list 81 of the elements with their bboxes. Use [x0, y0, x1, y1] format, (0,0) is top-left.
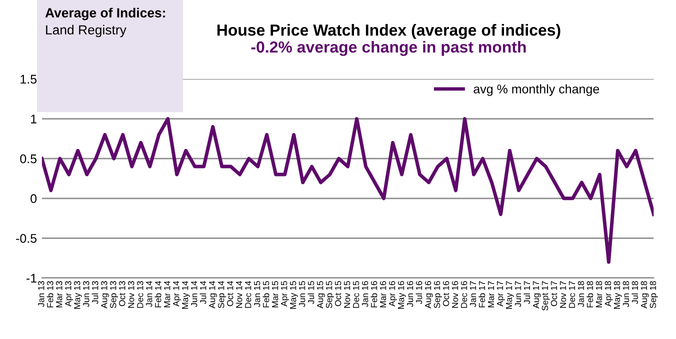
x-tick-label: Mar 18: [596, 281, 602, 308]
x-tick-label: Oct 14: [226, 281, 234, 306]
x-tick-label: Aug 17: [532, 281, 541, 308]
x-tick-label: Dec 15: [353, 281, 360, 308]
x-tick-label: Aug 13: [101, 281, 109, 308]
x-tick-label: Apr 14: [173, 281, 181, 307]
x-tick-label: Apr 16: [388, 281, 397, 307]
x-tick-label: Nov 14: [236, 281, 242, 308]
x-tick-label: Jul 15: [308, 281, 314, 304]
x-tick-label: Sep 15: [326, 281, 334, 308]
x-tick-label: Jun 18: [622, 281, 630, 307]
x-tick-label: Jan 15: [254, 281, 260, 307]
line-series: [42, 117, 654, 264]
text: Land Registry: [46, 24, 126, 38]
legend-label: avg % monthly change: [474, 84, 600, 96]
x-tick-label: Nov 17: [560, 281, 566, 308]
x-tick-label: Dec 13: [137, 281, 144, 308]
x-tick-label: Jan 17: [470, 281, 476, 307]
x-tick-label: Aug 18: [640, 281, 649, 308]
x-tick-label: Apr 18: [604, 281, 613, 307]
y-tick-label: 0.5: [20, 154, 37, 164]
x-tick-label: May 16: [398, 281, 406, 309]
x-tick-label: Mar 14: [164, 281, 170, 308]
x-tick-label: Feb 18: [586, 281, 594, 308]
x-tick-label: May 14: [182, 281, 190, 309]
x-tick-label: Aug 16: [424, 281, 433, 308]
x-tick-label: Nov 16: [452, 281, 458, 308]
x-tick-label: Feb 16: [370, 281, 378, 308]
x-tick-label: Jan 16: [362, 281, 368, 307]
x-tick-label: Jul 16: [416, 281, 422, 304]
x-tick-label: Feb 17: [478, 281, 486, 308]
y-tick-label: 1.5: [20, 74, 37, 84]
x-tick-label: Dec 17: [568, 281, 576, 308]
x-tick-label: Jan 18: [578, 281, 584, 307]
x-tick-label: Sep 13: [110, 281, 118, 308]
x-tick-label: Aug 14: [209, 281, 217, 308]
x-tick-label: Apr 17: [496, 281, 505, 307]
y-tick-label: -1: [26, 274, 36, 283]
x-tick-label: Jun 15: [299, 281, 306, 307]
x-tick-label: Jun 13: [83, 281, 90, 307]
y-tick-label: -0.5: [16, 234, 37, 243]
x-tick-label: Nov 15: [344, 281, 350, 308]
x-tick-label: Oct 17: [550, 281, 558, 306]
x-tick-label: Sep 18: [650, 281, 658, 308]
x-tick-label: Feb 13: [46, 281, 54, 308]
x-tick-label: Jun 16: [406, 281, 414, 307]
x-tick-label: Dec 16: [460, 281, 468, 308]
x-tick-label: Jan 13: [38, 281, 44, 307]
x-tick-label: Oct 15: [334, 281, 342, 306]
x-tick-label: Apr 15: [281, 281, 289, 307]
x-tick-label: Jan 14: [146, 281, 152, 307]
chart-subtitle: -0.2% average change in past month: [251, 40, 526, 56]
x-tick-label: Jul 17: [524, 281, 530, 304]
x-tick-label: Mar 15: [272, 281, 278, 308]
x-tick-label: Jul 14: [200, 281, 206, 304]
y-tick-label: 1: [31, 114, 36, 124]
x-tick-label: Nov 13: [128, 281, 134, 308]
x-tick-label: Sep 16: [434, 281, 442, 308]
x-tick-label: Mar 17: [488, 281, 494, 308]
x-tick-label: Mar 16: [380, 281, 386, 308]
text: Average of Indices:: [45, 8, 165, 20]
x-tick-label: Oct 13: [119, 281, 126, 306]
x-tick-label: Sep 14: [218, 281, 226, 308]
x-tick-label: Mar 13: [56, 281, 62, 308]
y-tick-label: 0: [30, 194, 37, 204]
x-tick-label: Oct 16: [442, 281, 450, 306]
chart-title: House Price Watch Index (average of indices): [217, 24, 560, 39]
x-tick-label: Jun 17: [514, 281, 522, 307]
x-tick-label: Jul 13: [92, 281, 98, 304]
x-tick-label: Sept 17: [542, 281, 550, 311]
x-tick-label: Feb 15: [262, 281, 270, 308]
x-tick-label: May 15: [290, 281, 298, 309]
x-tick-label: May 17: [506, 281, 514, 309]
x-tick-label: Jun 14: [191, 281, 198, 307]
x-tick-label: May 18: [614, 281, 622, 309]
x-tick-label: Jul 18: [632, 281, 638, 304]
x-tick-label: Apr 13: [65, 281, 73, 307]
x-tick-label: May 13: [74, 281, 82, 309]
x-tick-label: Dec 14: [245, 281, 252, 308]
x-tick-label: Feb 14: [154, 281, 162, 308]
x-tick-label: Aug 15: [317, 281, 325, 308]
